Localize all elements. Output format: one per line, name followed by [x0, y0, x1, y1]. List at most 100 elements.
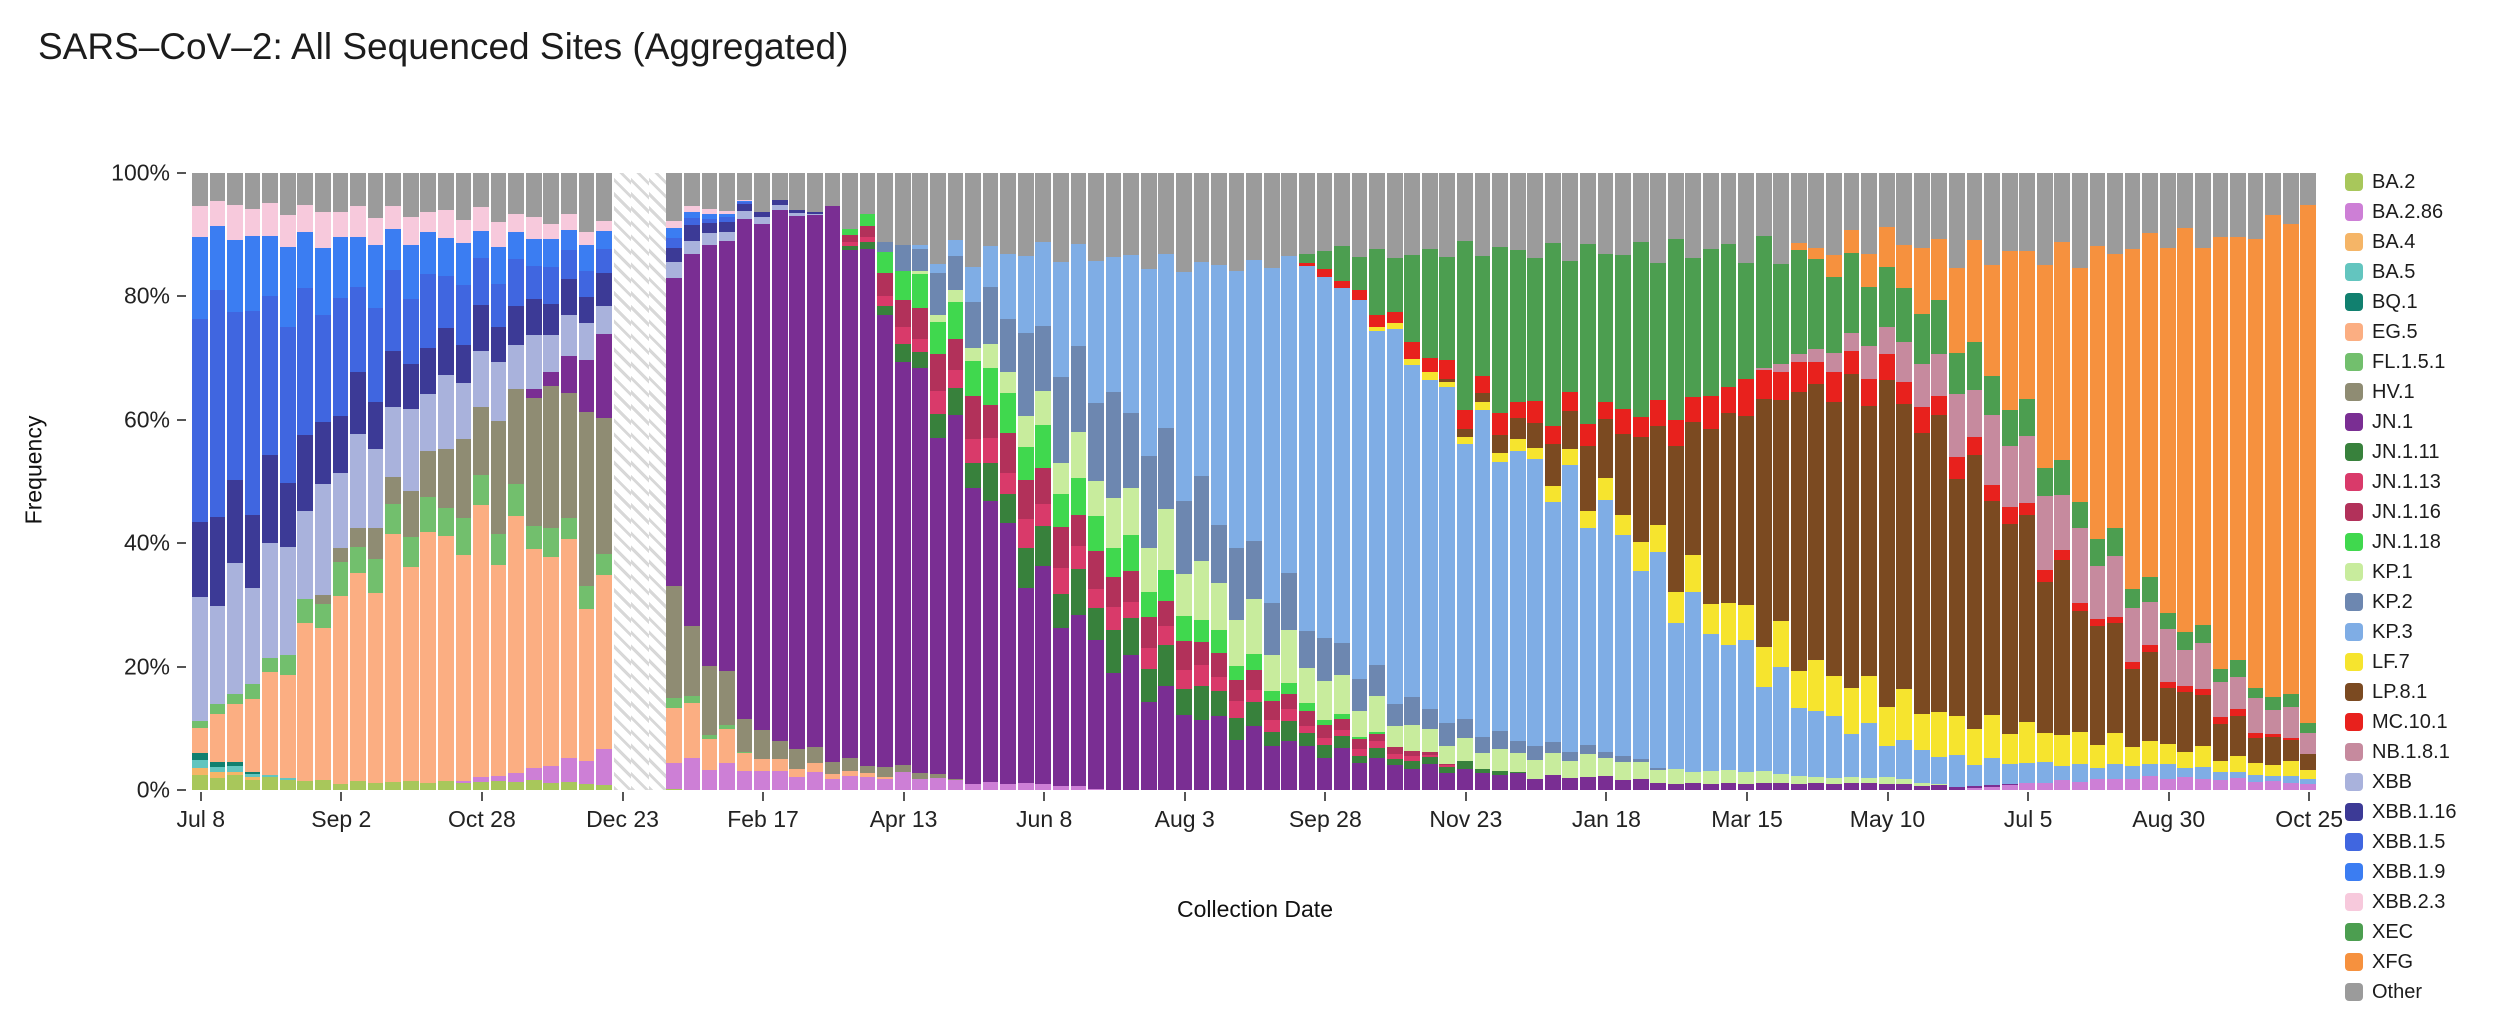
- segment-Other: [701, 173, 718, 209]
- segment-JN.1.13: [877, 296, 893, 307]
- segment-MC.10.1: [2195, 688, 2211, 695]
- segment-Other: [1105, 173, 1122, 257]
- segment-MC.10.1: [2124, 662, 2141, 670]
- segment-XBB.1.16: [560, 278, 577, 316]
- segment-EG.5: [314, 627, 331, 781]
- segment-JN.1: [1193, 720, 1210, 790]
- segment-BA.2.86: [525, 768, 542, 781]
- legend-item-KP.1: KP.1: [2345, 561, 2457, 583]
- legend-swatch: [2345, 983, 2363, 1001]
- segment-MC.10.1: [1316, 269, 1333, 277]
- segment-BA.2.86: [2177, 776, 2194, 790]
- legend-label: NB.1.8.1: [2372, 740, 2450, 763]
- segment-JN.1.13: [1369, 741, 1385, 749]
- segment-LP.8.1: [1931, 414, 1948, 712]
- segment-XBB: [508, 345, 525, 389]
- segment-BA.5: [227, 766, 243, 772]
- segment-FL.1.5.1: [350, 547, 366, 573]
- segment-JN.1.11: [1386, 759, 1403, 765]
- segment-KP.1: [1562, 761, 1579, 778]
- segment-KP.2: [1474, 737, 1491, 754]
- segment-JN.1: [1386, 764, 1403, 790]
- segment-KP.3: [1527, 458, 1544, 746]
- segment-KP.3: [1790, 708, 1807, 776]
- segment-KP.3: [2247, 775, 2264, 783]
- segment-XFG: [1861, 254, 1877, 288]
- segment-FL.1.5.1: [209, 703, 226, 714]
- segment-JN.1.16: [1298, 711, 1315, 727]
- segment-EG.5: [367, 593, 384, 783]
- segment-KP.1: [1421, 728, 1438, 752]
- segment-Other: [771, 173, 788, 201]
- segment-JN.1.13: [842, 242, 858, 247]
- segment-Other: [894, 173, 911, 245]
- segment-JN.1.13: [1439, 765, 1456, 767]
- segment-JN.1: [1650, 782, 1667, 790]
- segment-NB.1.8.1: [1913, 364, 1930, 408]
- segment-XFG: [2195, 247, 2211, 626]
- segment-HV.1: [912, 773, 929, 779]
- segment-KP.2: [1580, 745, 1596, 755]
- segment-KP.3: [2001, 763, 2018, 784]
- segment-JN.1: [1773, 783, 1790, 790]
- segment-Other: [1773, 173, 1790, 265]
- segment-Other: [2282, 173, 2299, 224]
- segment-KP.2: [1105, 392, 1122, 498]
- segment-JN.1: [1544, 775, 1561, 790]
- segment-LP.8.1: [1755, 398, 1772, 647]
- segment-KP.2: [1562, 751, 1579, 762]
- segment-Other: [1580, 173, 1596, 245]
- segment-Other: [1527, 173, 1544, 258]
- stacked-bar: [420, 173, 437, 790]
- segment-MC.10.1: [1790, 362, 1807, 392]
- legend-item-FL.1.5.1: FL.1.5.1: [2345, 351, 2457, 373]
- segment-XFG: [1843, 230, 1860, 254]
- segment-KP.1: [1790, 775, 1807, 785]
- segment-LF.7: [2019, 722, 2036, 763]
- segment-Other: [1193, 173, 1210, 262]
- segment-BA.2.86: [683, 758, 700, 790]
- segment-JN.1.11: [982, 462, 999, 501]
- segment-NB.1.8.1: [1843, 332, 1860, 352]
- segment-BA.2.86: [2001, 784, 2018, 790]
- stacked-bar: [314, 173, 331, 790]
- segment-XBB.1.9: [385, 228, 402, 271]
- stacked-bar: [1175, 173, 1192, 790]
- segment-XBB.2.3: [262, 202, 279, 236]
- segment-KP.1: [1738, 772, 1754, 785]
- segment-KP.1: [1492, 748, 1508, 772]
- segment-NB.1.8.1: [2142, 601, 2159, 646]
- segment-JN.1: [525, 388, 542, 399]
- segment-LF.7: [1790, 671, 1807, 709]
- segment-JN.1: [982, 500, 999, 782]
- segment-JN.1.18: [877, 252, 893, 273]
- segment-MC.10.1: [2072, 602, 2088, 611]
- segment-Other: [1597, 173, 1614, 255]
- legend-swatch: [2345, 563, 2363, 581]
- segment-LP.8.1: [1773, 400, 1790, 621]
- segment-KP.2: [1457, 719, 1473, 739]
- segment-FL.1.5.1: [437, 508, 454, 536]
- segment-XBB.1.9: [525, 239, 542, 267]
- segment-BA.2.86: [455, 780, 472, 783]
- segment-JN.1: [1790, 784, 1807, 790]
- segment-KP.3: [2089, 767, 2106, 780]
- segment-XBB.1.16: [490, 326, 507, 363]
- x-tick-label: Sep 28: [1288, 806, 1362, 832]
- stacked-bar: [1615, 173, 1631, 790]
- segment-JN.1.13: [947, 370, 964, 388]
- segment-XBB.1.9: [367, 245, 384, 309]
- segment-JN.1: [1281, 741, 1298, 790]
- segment-JN.1.11: [1228, 718, 1245, 741]
- x-tick-label: Sep 2: [311, 806, 372, 832]
- stacked-bar: [1070, 173, 1087, 790]
- segment-LF.7: [1527, 447, 1544, 459]
- segment-MC.10.1: [1685, 397, 1702, 423]
- legend-swatch: [2345, 293, 2363, 311]
- segment-BA.2.86: [2230, 778, 2246, 790]
- segment-KP.1: [1826, 778, 1842, 785]
- segment-BA.2: [596, 784, 612, 790]
- segment-JN.1.13: [1421, 754, 1438, 758]
- segment-JN.1.13: [1140, 647, 1157, 670]
- segment-KP.2: [929, 272, 946, 315]
